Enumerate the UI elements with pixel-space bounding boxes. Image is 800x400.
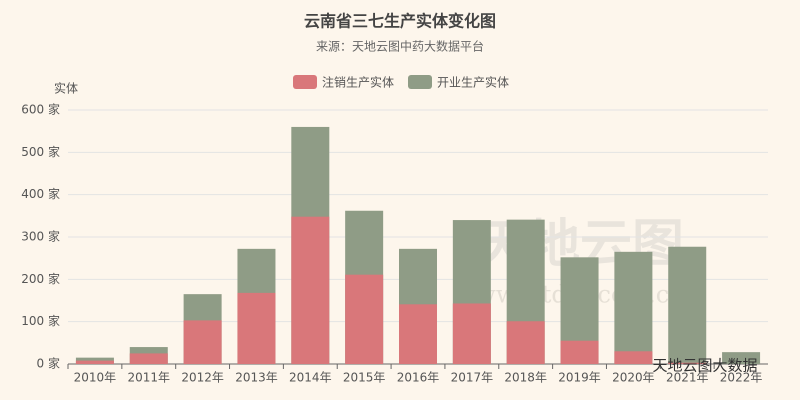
chart-subtitle: 来源：天地云图中药大数据平台: [316, 39, 484, 54]
y-tick-label: 100 家: [21, 313, 60, 328]
bar: [345, 274, 384, 364]
x-tick-label: 2010年: [74, 371, 117, 385]
bar: [560, 340, 599, 364]
legend-swatch: [408, 75, 432, 89]
bar: [614, 251, 653, 364]
legend-label: 注销生产实体: [322, 75, 394, 90]
bar: [75, 360, 114, 364]
bar: [129, 353, 168, 364]
y-tick-label: 200 家: [21, 271, 60, 286]
y-tick-label: 300 家: [21, 229, 60, 244]
x-tick-label: 2016年: [397, 371, 440, 385]
bar: [506, 321, 545, 364]
y-tick-label: 400 家: [21, 186, 60, 201]
x-tick-label: 2015年: [343, 371, 386, 385]
bar: [614, 351, 653, 364]
chart-title: 云南省三七生产实体变化图: [304, 12, 496, 31]
bar: [452, 303, 491, 364]
x-tick-label: 2022年: [720, 371, 763, 385]
bar: [399, 304, 437, 364]
x-tick-label: 2012年: [181, 371, 224, 385]
x-tick-label: 2013年: [235, 371, 278, 385]
bar: [291, 216, 330, 364]
x-tick-label: 2019年: [558, 371, 601, 385]
x-tick-label: 2021年: [666, 371, 709, 385]
legend-label: 开业生产实体: [437, 75, 509, 90]
y-tick-label: 0 家: [37, 356, 60, 371]
y-axis-label: 实体: [54, 81, 78, 96]
footer: 天地云图大数据: [652, 357, 757, 375]
legend-swatch: [293, 75, 317, 89]
bar: [668, 246, 707, 364]
bar: [183, 320, 222, 364]
x-tick-label: 2020年: [612, 371, 655, 385]
x-tick-label: 2018年: [504, 371, 547, 385]
bar: [722, 352, 761, 364]
x-tick-label: 2014年: [289, 371, 332, 385]
y-tick-label: 500 家: [21, 144, 60, 159]
x-tick-label: 2011年: [127, 371, 170, 385]
bar: [237, 292, 276, 364]
x-tick-label: 2017年: [451, 371, 494, 385]
bar: [668, 362, 707, 364]
y-tick-label: 600 家: [21, 102, 60, 117]
